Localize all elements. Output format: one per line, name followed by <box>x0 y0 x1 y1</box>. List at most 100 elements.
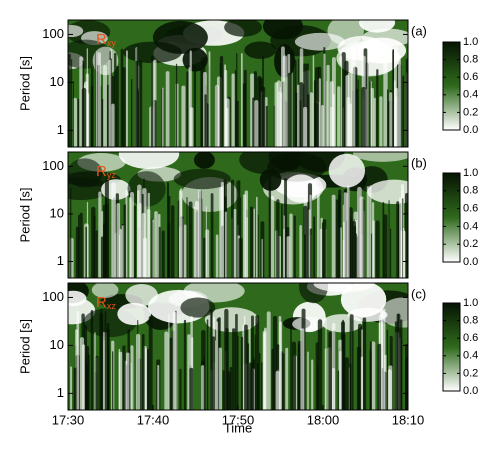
heatmap-streak <box>175 63 178 147</box>
heatmap-streak <box>97 52 101 147</box>
x-tick-label: 17:30 <box>52 412 85 427</box>
colorbar-tick-label: 0.0 <box>463 256 478 268</box>
heatmap-streak <box>164 331 169 410</box>
heatmap-streak <box>116 65 119 147</box>
heatmap-streak <box>361 86 366 147</box>
colorbar <box>442 172 461 263</box>
heatmap-streak <box>353 226 357 278</box>
heatmap-streak <box>341 333 346 410</box>
heatmap-streak <box>208 51 211 147</box>
heatmap-streak <box>376 69 379 147</box>
heatmap-streak <box>236 180 238 278</box>
heatmap-streak <box>402 75 405 147</box>
heatmap-streak <box>141 333 145 410</box>
heatmap-streak <box>122 67 126 147</box>
heatmap-streak <box>206 319 209 410</box>
heatmap-texture <box>68 152 408 278</box>
heatmap-streak <box>90 309 94 410</box>
heatmap-streak <box>392 50 394 147</box>
heatmap-streak <box>95 355 99 410</box>
heatmap-streak <box>265 105 268 147</box>
y-tick-label: 1 <box>57 253 64 268</box>
heatmap-streak <box>130 363 132 410</box>
heatmap-blob <box>224 20 262 37</box>
heatmap-streak <box>70 187 72 278</box>
heatmap-streak <box>215 234 219 278</box>
x-tick-label: 17:40 <box>137 412 170 427</box>
panel-frame <box>67 151 409 279</box>
heatmap-streak <box>254 334 256 410</box>
heatmap-streak <box>210 309 213 410</box>
heatmap-streak <box>383 46 388 147</box>
heatmap-streak <box>299 82 304 147</box>
heatmap-streak <box>214 84 220 147</box>
heatmap-streak <box>161 230 165 278</box>
heatmap-streak <box>297 84 300 147</box>
heatmap-streak <box>279 87 281 147</box>
heatmap-streak <box>317 319 323 410</box>
heatmap-streak <box>95 51 97 147</box>
heatmap-streak <box>300 328 305 410</box>
heatmap-streak <box>136 47 139 147</box>
heatmap-streak <box>205 206 207 278</box>
heatmap-streak <box>231 73 236 147</box>
heatmap-streak <box>337 86 341 147</box>
heatmap-streak <box>104 311 107 410</box>
heatmap-streak <box>225 107 229 147</box>
heatmap-streak <box>317 365 319 410</box>
heatmap-streak <box>232 328 236 410</box>
heatmap-streak <box>183 224 187 278</box>
heatmap-streak <box>162 87 164 147</box>
heatmap-streak <box>329 81 334 147</box>
heatmap-streak <box>165 71 170 147</box>
heatmap-streak <box>375 220 380 278</box>
heatmap-streak <box>253 208 255 278</box>
heatmap-streak <box>290 321 292 410</box>
heatmap-streak <box>399 197 403 278</box>
heatmap-streak <box>118 351 123 410</box>
y-tick-label: 100 <box>42 158 64 173</box>
heatmap-streak <box>371 202 375 278</box>
heatmap-streak <box>262 330 267 410</box>
heatmap-streak <box>369 349 371 410</box>
colorbar-tick-label: 0.6 <box>463 71 478 83</box>
heatmap-streak <box>257 214 259 278</box>
heatmap-streak <box>230 179 235 278</box>
heatmap-streak <box>303 106 308 147</box>
heatmap-streak <box>70 366 72 410</box>
heatmap-streak <box>322 219 327 278</box>
heatmap-blob <box>379 297 408 328</box>
heatmap-streak <box>292 51 295 147</box>
heatmap-streak <box>339 225 341 278</box>
heatmap-streak <box>387 89 389 147</box>
colorbar-tick-label: 0.6 <box>463 203 478 215</box>
heatmap-streak <box>71 59 73 147</box>
y-tick-label: 10 <box>50 205 64 220</box>
heatmap-streak <box>123 204 126 278</box>
heatmap-streak <box>193 206 196 278</box>
y-axis-label: Period [s] <box>17 56 32 111</box>
heatmap-streak <box>238 237 243 278</box>
heatmap-blob <box>127 171 166 207</box>
y-axis-label: Period [s] <box>17 188 32 243</box>
heatmap-streak <box>95 230 98 278</box>
heatmap-streak <box>200 365 205 410</box>
heatmap-streak <box>394 321 398 410</box>
heatmap-streak <box>297 340 301 410</box>
y-tick-label: 100 <box>42 26 64 41</box>
heatmap-streak <box>234 69 237 147</box>
heatmap-streak <box>224 211 227 278</box>
heatmap-streak <box>158 226 161 278</box>
heatmap-streak <box>278 91 280 147</box>
heatmap-streak <box>108 59 111 147</box>
heatmap-streak <box>398 55 401 147</box>
heatmap-streak <box>107 347 110 410</box>
heatmap-streak <box>369 80 371 147</box>
heatmap-streak <box>279 321 283 410</box>
heatmap-streak <box>76 310 80 410</box>
heatmap-streak <box>380 308 385 410</box>
colorbar-tick-label: 0.0 <box>463 124 478 136</box>
heatmap-blob <box>68 290 87 307</box>
heatmap-blob <box>180 297 216 318</box>
